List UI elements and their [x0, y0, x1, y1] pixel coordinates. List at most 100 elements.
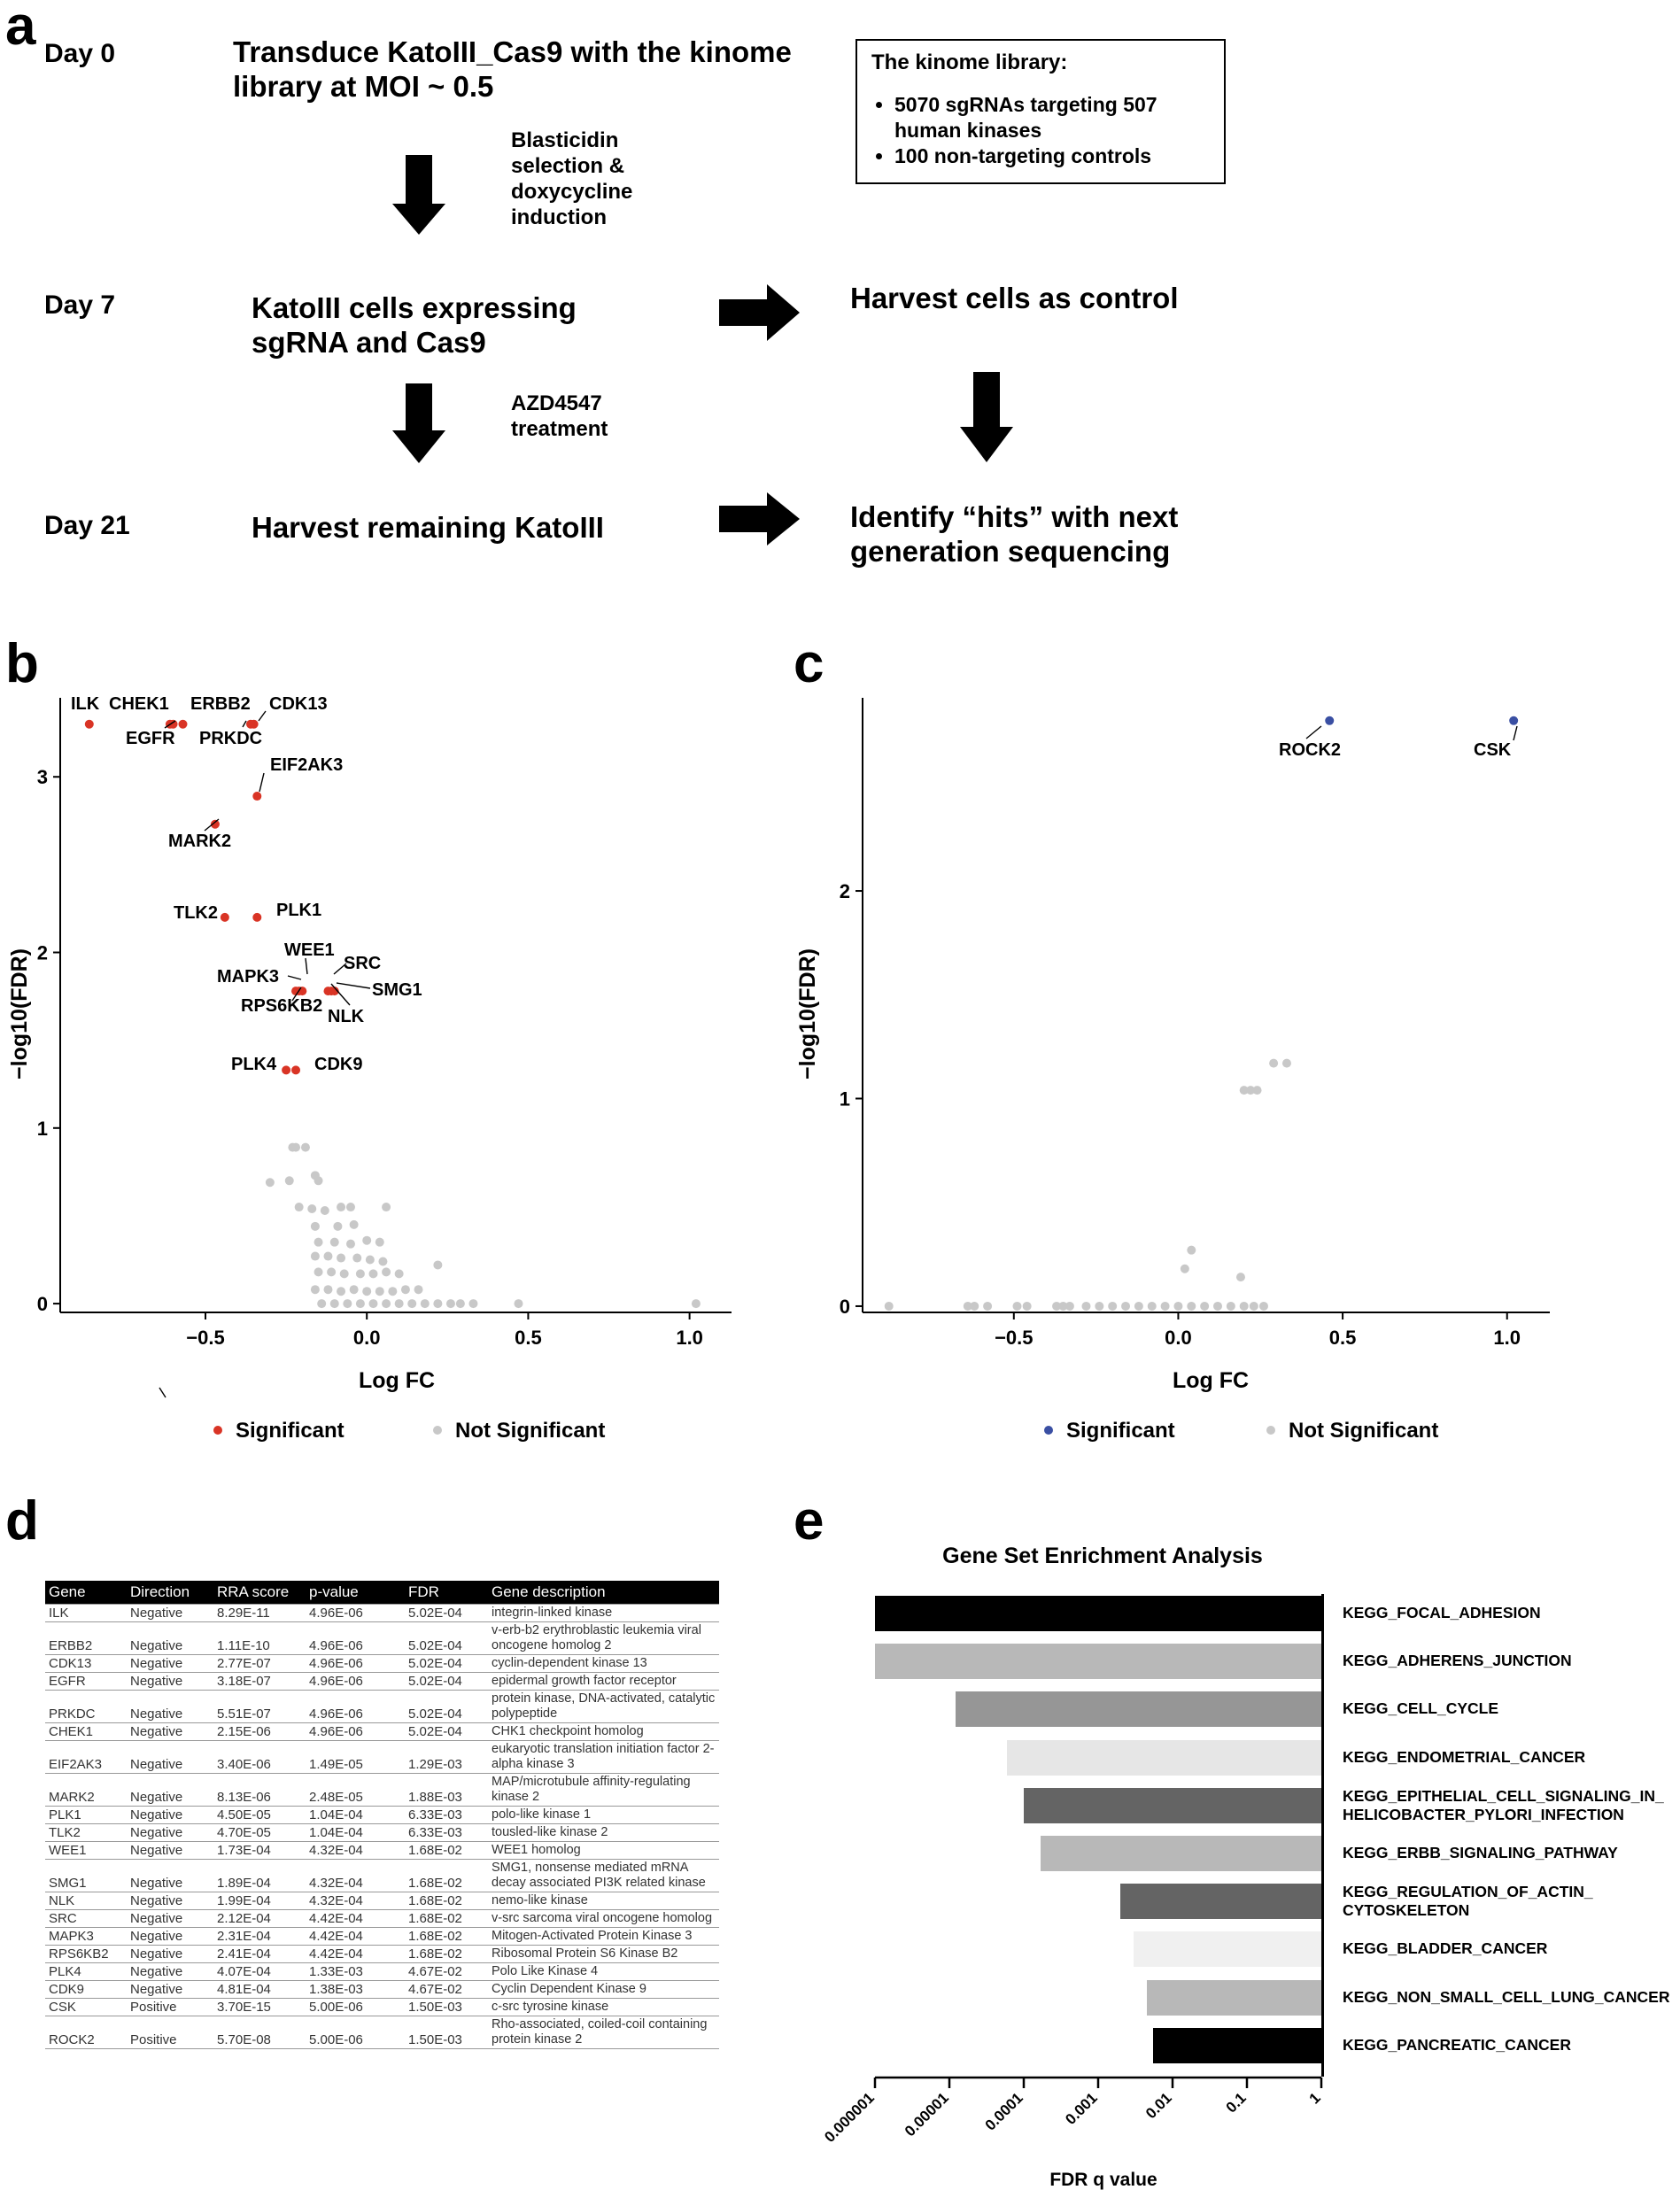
gsea-xlabel: FDR q value: [1049, 2170, 1157, 2190]
note-selection-line-2: selection &: [511, 154, 625, 178]
table-cell-gene-description: CHK1 checkpoint homolog: [488, 1722, 719, 1741]
table-cell-p-value: 4.96E-06: [306, 1604, 405, 1622]
c-legend-significant: Significant: [1066, 1419, 1175, 1443]
table-cell-gene-description: cyclin-dependent kinase 13: [488, 1654, 719, 1673]
gsea-category-label: KEGG_ERBB_SIGNALING_PATHWAY: [1343, 1844, 1618, 1861]
gsea-category-label: KEGG_FOCAL_ADHESION: [1343, 1604, 1541, 1621]
c-point: [1058, 1301, 1068, 1311]
table-cell-direction: Negative: [127, 1945, 213, 1963]
table-cell-p-value: 1.04E-04: [306, 1806, 405, 1824]
b-point: [388, 1287, 398, 1296]
gsea-bar: [1120, 1884, 1321, 1920]
table-cell-p-value: 2.48E-05: [306, 1773, 405, 1807]
b-point: [317, 1299, 327, 1309]
gsea-x-axis: 0.000001 0.00001 0.0001 0.001 0.01 0.1 1 FDR q…: [821, 2076, 1324, 2190]
day-7-step: KatoIII cells expressing sgRNA and Cas9: [252, 290, 577, 360]
arrow-right-icon: [719, 492, 800, 546]
kinome-library-box: The kinome library: 5070 sgRNAs targetin…: [855, 39, 1226, 184]
table-cell-rra-score: 2.77E-07: [213, 1654, 306, 1673]
table-cell-p-value: 1.38E-03: [306, 1980, 405, 1999]
b-point: [349, 1285, 359, 1295]
c-y-tick-label: 2: [840, 880, 850, 902]
b-significant-point: [220, 912, 229, 922]
table-cell-direction: Negative: [127, 1927, 213, 1946]
b-significant-point: [323, 987, 333, 996]
c-point: [1200, 1301, 1210, 1311]
b-point: [314, 1176, 323, 1186]
table-cell-gene: CDK13: [45, 1654, 127, 1673]
table-cell-rra-score: 3.70E-15: [213, 1998, 306, 2016]
c-legend-significant-marker: [1044, 1426, 1053, 1435]
gsea-x-tick-label: 0.1: [1223, 2089, 1250, 2116]
gsea-bar: [1007, 1739, 1321, 1776]
arrow-down-icon: [392, 383, 445, 463]
table-row: NLK Negative 1.99E-04 4.32E-04 1.68E-02 nemo-…: [45, 1892, 719, 1910]
table-cell-rra-score: 2.15E-06: [213, 1722, 306, 1741]
b-label-mark2: MARK2: [168, 832, 231, 851]
gsea-category-label: KEGG_ENDOMETRIAL_CANCER: [1343, 1747, 1586, 1766]
b-point: [337, 1287, 346, 1296]
table-cell-gene: ILK: [45, 1604, 127, 1622]
table-cell-rra-score: 5.51E-07: [213, 1690, 306, 1723]
b-point: [455, 1299, 465, 1309]
note-treatment: AZD4547 treatment: [511, 391, 608, 442]
table-cell-rra-score: 4.81E-04: [213, 1980, 306, 1999]
b-label-erbb2: ERBB2: [190, 694, 251, 714]
table-cell-p-value: 4.96E-06: [306, 1654, 405, 1673]
b-point: [362, 1287, 372, 1296]
table-cell-gene: SMG1: [45, 1859, 127, 1892]
table-cell-gene-description: epidermal growth factor receptor: [488, 1672, 719, 1691]
b-label-tlk2: TLK2: [174, 903, 218, 923]
b-point: [368, 1269, 378, 1279]
c-point: [1081, 1301, 1091, 1311]
table-cell-gene-description: polo-like kinase 1: [488, 1806, 719, 1824]
table-cell-gene-description: v-src sarcoma viral oncogene homolog: [488, 1909, 719, 1928]
table-cell-fdr: 1.88E-03: [405, 1773, 488, 1807]
gsea-y-axis-line: [1321, 1594, 1324, 2077]
table-cell-gene: TLK2: [45, 1823, 127, 1842]
table-cell-p-value: 1.49E-05: [306, 1740, 405, 1774]
table-cell-fdr: 1.50E-03: [405, 1998, 488, 2016]
table-cell-direction: Negative: [127, 1604, 213, 1622]
table-cell-p-value: 4.42E-04: [306, 1945, 405, 1963]
b-significant-point: [178, 719, 188, 729]
b-point: [414, 1285, 423, 1295]
table-row: ROCK2 Positive 5.70E-08 5.00E-06 1.50E-03 Rho…: [45, 2016, 719, 2049]
identify-step-line-2: generation sequencing: [850, 535, 1171, 568]
b-label-eif2ak3: EIF2AK3: [270, 755, 343, 775]
b-point: [433, 1299, 443, 1309]
b-point: [691, 1299, 701, 1309]
b-y-tick-label: 2: [37, 942, 48, 964]
gsea-bar: [1024, 1787, 1321, 1823]
table-row: SMG1 Negative 1.89E-04 4.32E-04 1.68E-02 SMG1…: [45, 1859, 719, 1892]
table-cell-p-value: 4.96E-06: [306, 1722, 405, 1741]
col-fdr: FDR: [405, 1581, 488, 1605]
gsea-bar: [1146, 1979, 1321, 2016]
b-x-tick-label: 0.5: [515, 1327, 542, 1349]
b-point: [323, 1251, 333, 1261]
table-row: CDK9 Negative 4.81E-04 1.38E-03 4.67E-02 Cycl…: [45, 1980, 719, 1999]
b-label-rps6kb2: RPS6KB2: [241, 996, 322, 1016]
note-selection: Blasticidin selection & doxycycline indu…: [511, 128, 632, 230]
table-cell-direction: Negative: [127, 1962, 213, 1981]
note-treatment-line-2: treatment: [511, 417, 608, 441]
table-cell-p-value: 4.96E-06: [306, 1672, 405, 1691]
table-cell-p-value: 5.00E-06: [306, 2016, 405, 2049]
table-cell-fdr: 4.67E-02: [405, 1962, 488, 1981]
col-direction: Direction: [127, 1581, 213, 1605]
b-point: [394, 1299, 404, 1309]
b-point: [375, 1237, 384, 1247]
c-point: [1012, 1301, 1022, 1311]
b-point: [420, 1299, 430, 1309]
table-cell-fdr: 1.50E-03: [405, 2016, 488, 2049]
table-cell-gene: CDK9: [45, 1980, 127, 1999]
c-point: [970, 1301, 979, 1311]
gsea-x-tick-label: 0.00001: [902, 2089, 952, 2140]
table-cell-fdr: 1.68E-02: [405, 1909, 488, 1928]
b-label-smg1: SMG1: [372, 980, 422, 1000]
b-point: [310, 1285, 320, 1295]
b-label-plk4: PLK4: [231, 1055, 277, 1074]
table-cell-rra-score: 1.73E-04: [213, 1841, 306, 1860]
table-row: TLK2 Negative 4.70E-05 1.04E-04 6.33E-03 tous…: [45, 1823, 719, 1842]
b-legend-significant: Significant: [236, 1419, 345, 1443]
